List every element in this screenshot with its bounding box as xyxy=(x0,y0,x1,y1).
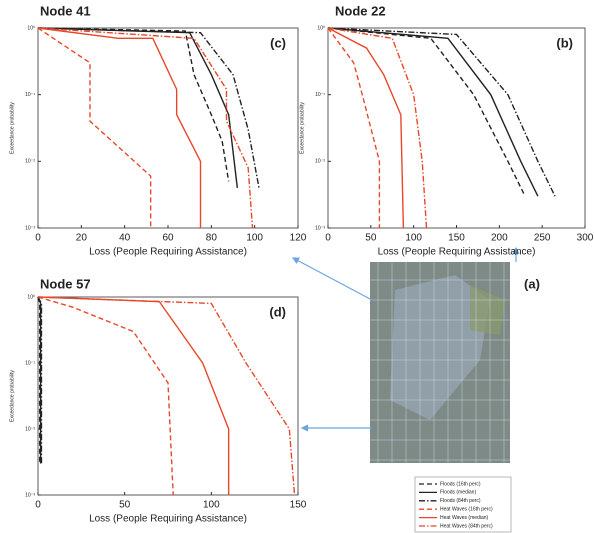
x-tick-label: 40 xyxy=(119,233,131,244)
x-tick-label: 60 xyxy=(162,233,174,244)
y-tick-label: 10⁻³ xyxy=(315,225,325,231)
x-tick-label: 20 xyxy=(76,233,88,244)
figure: (a) Floods (16th perc)Floods (median)Flo… xyxy=(0,0,594,533)
x-tick-label: 100 xyxy=(203,500,220,511)
plot-area xyxy=(328,28,585,228)
chart-title: Node 57 xyxy=(40,276,91,291)
y-tick-label: 10⁰ xyxy=(27,294,35,300)
legend-label: Floods (16th perc) xyxy=(440,481,481,487)
y-axis-label: Exceedance probability xyxy=(9,102,15,154)
x-tick-label: 250 xyxy=(534,233,551,244)
x-tick-label: 100 xyxy=(405,233,422,244)
legend-label: Floods (median) xyxy=(440,490,476,496)
panel-label: (b) xyxy=(556,35,573,50)
y-tick-label: 10⁻² xyxy=(25,159,35,165)
legend-label: Floods (84th perc) xyxy=(440,498,481,504)
y-axis-label: Exceedance probability xyxy=(299,102,305,154)
chart-title: Node 41 xyxy=(40,3,91,18)
y-tick-label: 10⁰ xyxy=(27,25,35,31)
x-axis-label: Loss (People Requiring Assistance) xyxy=(89,514,247,525)
arrow xyxy=(293,258,372,300)
x-tick-label: 200 xyxy=(491,233,508,244)
x-tick-label: 0 xyxy=(35,233,41,244)
x-tick-label: 0 xyxy=(35,500,41,511)
map: (a) xyxy=(370,262,540,463)
map-label: (a) xyxy=(524,276,540,291)
x-tick-label: 100 xyxy=(246,233,263,244)
chart: Node 57 (d) Loss (People Requiring Assista… xyxy=(9,276,306,524)
x-tick-label: 0 xyxy=(325,233,331,244)
y-tick-label: 10⁻³ xyxy=(25,492,35,498)
y-tick-label: 10⁻¹ xyxy=(25,92,35,98)
x-tick-label: 80 xyxy=(206,233,218,244)
x-tick-label: 150 xyxy=(448,233,465,244)
x-tick-label: 50 xyxy=(119,500,131,511)
y-tick-label: 10⁻³ xyxy=(25,225,35,231)
x-tick-label: 150 xyxy=(290,500,307,511)
x-tick-label: 300 xyxy=(577,233,594,244)
y-tick-label: 10⁻² xyxy=(315,159,325,165)
x-tick-label: 120 xyxy=(290,233,307,244)
x-axis-label: Loss (People Requiring Assistance) xyxy=(378,247,536,258)
legend-label: Heat Waves (84th perc) xyxy=(440,523,493,529)
chart-title: Node 22 xyxy=(335,3,386,18)
chart: Node 41 (c) Loss (People Requiring Assista… xyxy=(9,3,306,257)
panel-label: (d) xyxy=(269,304,286,319)
y-tick-label: 10⁻¹ xyxy=(315,92,325,98)
y-tick-label: 10⁻² xyxy=(25,426,35,432)
x-tick-label: 50 xyxy=(365,233,377,244)
legend-label: Heat Waves (median) xyxy=(440,515,488,521)
legend: Floods (16th perc) Floods (median) Floods … xyxy=(415,477,511,532)
y-tick-label: 10⁰ xyxy=(317,25,325,31)
plot-area xyxy=(38,28,298,228)
panel-label: (c) xyxy=(270,35,286,50)
y-tick-label: 10⁻¹ xyxy=(25,360,35,366)
map-grid xyxy=(370,262,510,463)
y-axis-label: Exceedance probability xyxy=(9,370,15,422)
chart: Node 22 (b) Loss (People Requiring Assista… xyxy=(299,3,593,257)
legend-label: Heat Waves (16th perc) xyxy=(440,507,493,513)
x-axis-label: Loss (People Requiring Assistance) xyxy=(89,247,247,258)
